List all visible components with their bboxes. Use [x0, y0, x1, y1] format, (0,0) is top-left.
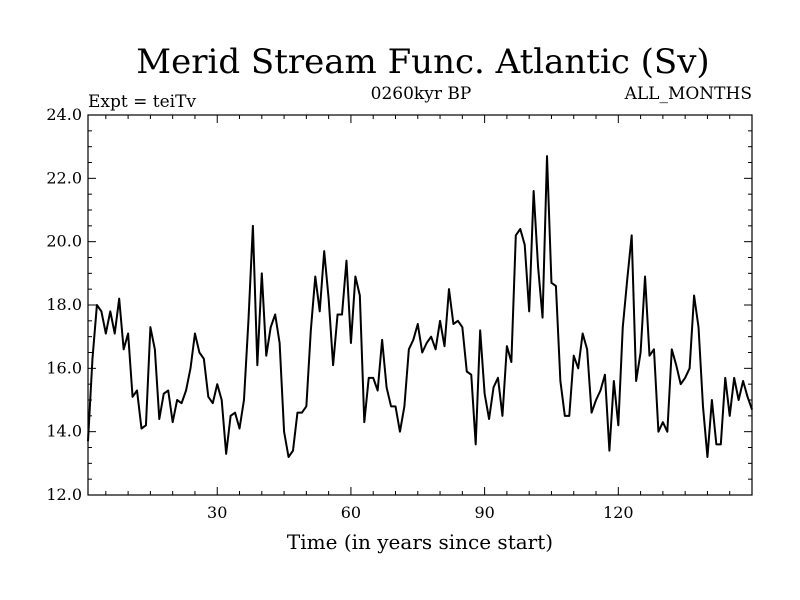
x-tick-label: 90 — [474, 503, 494, 522]
chart-title: Merid Stream Func. Atlantic (Sv) — [136, 42, 709, 82]
y-tick-label: 12.0 — [46, 485, 82, 504]
x-axis-label: Time (in years since start) — [287, 530, 553, 554]
y-tick-label: 14.0 — [46, 422, 82, 441]
series-line — [87, 155, 753, 458]
months-label: ALL_MONTHS — [624, 84, 752, 104]
series-layer — [87, 155, 753, 458]
y-tick-label: 18.0 — [46, 295, 82, 314]
period-label: 0260kyr BP — [371, 84, 472, 104]
y-tick-label: 24.0 — [46, 105, 82, 124]
plot-frame — [87, 114, 753, 496]
x-tick-label: 30 — [207, 503, 227, 522]
x-tick-label: 120 — [603, 503, 634, 522]
y-tick-label: 16.0 — [46, 358, 82, 377]
x-axis: 30 60 90 120 — [105, 115, 731, 522]
experiment-label: Expt = teiTv — [88, 92, 196, 112]
y-tick-label: 20.0 — [46, 232, 82, 251]
y-tick-label: 22.0 — [46, 168, 82, 187]
x-tick-label: 60 — [341, 503, 361, 522]
